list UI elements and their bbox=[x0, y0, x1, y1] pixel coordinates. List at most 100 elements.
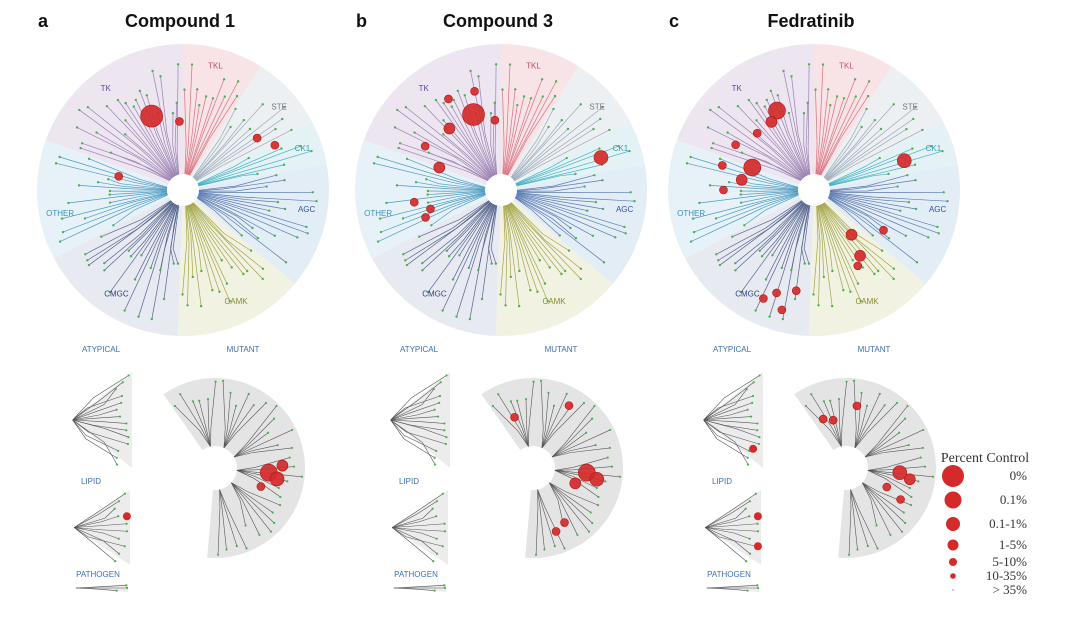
kinase-leaf bbox=[54, 162, 58, 165]
kinase-leaf bbox=[245, 269, 249, 273]
kinase-leaf bbox=[206, 397, 210, 401]
sector-other bbox=[668, 140, 814, 259]
panel-title: Compound 3 bbox=[443, 11, 553, 31]
panel-c: c Fedratinib TKL STE CK1 AGC CAMK CMGC OTHER TK AT… bbox=[668, 11, 960, 592]
branch bbox=[765, 203, 807, 280]
branch bbox=[867, 457, 921, 471]
group-label-agc: AGC bbox=[929, 205, 947, 214]
branch bbox=[109, 203, 175, 293]
kinase-leaf bbox=[806, 101, 809, 105]
branch bbox=[170, 205, 179, 264]
kinase-leaf bbox=[563, 269, 567, 273]
kinase-leaf bbox=[108, 291, 112, 294]
branch bbox=[96, 132, 172, 180]
kinase-leaf bbox=[540, 78, 544, 81]
branch bbox=[185, 205, 190, 306]
branch bbox=[184, 89, 187, 175]
kinase-leaf bbox=[710, 146, 713, 150]
kinase-leaf bbox=[508, 63, 512, 66]
branch bbox=[783, 70, 809, 176]
branch bbox=[197, 157, 249, 185]
branch bbox=[231, 482, 246, 526]
branch bbox=[862, 482, 903, 532]
branch bbox=[740, 190, 799, 195]
branch bbox=[829, 174, 908, 191]
kinase-leaf bbox=[176, 63, 180, 66]
kinase-leaf bbox=[290, 428, 294, 432]
kinase-leaf bbox=[402, 253, 405, 256]
branch bbox=[419, 200, 490, 238]
kinase-leaf bbox=[140, 254, 143, 257]
kinase-leaf bbox=[229, 391, 232, 394]
kinase-leaf bbox=[532, 380, 535, 383]
kinase-leaf bbox=[439, 381, 442, 384]
kinase-leaf bbox=[746, 408, 749, 411]
kinase-leaf bbox=[274, 127, 277, 131]
kinase-leaf bbox=[261, 277, 264, 281]
branch bbox=[117, 99, 174, 178]
group-label-ste: STE bbox=[589, 102, 605, 111]
branch bbox=[703, 388, 747, 421]
branch bbox=[231, 482, 260, 535]
branch bbox=[516, 400, 529, 447]
branch bbox=[138, 204, 177, 317]
kinase-leaf bbox=[221, 379, 225, 382]
branch bbox=[513, 118, 601, 181]
kinase-leaf bbox=[283, 179, 286, 182]
kinase-leaf bbox=[256, 172, 259, 176]
branch bbox=[392, 508, 433, 528]
kinase-leaf bbox=[242, 118, 246, 122]
kinase-leaf bbox=[123, 545, 126, 548]
kinase-leaf bbox=[423, 104, 427, 108]
kinase-leaf bbox=[904, 234, 908, 238]
kinase-leaf bbox=[418, 235, 421, 238]
branch bbox=[500, 205, 506, 295]
branch bbox=[756, 102, 806, 177]
branch bbox=[406, 201, 491, 266]
kinase-leaf bbox=[873, 272, 876, 276]
branch bbox=[390, 402, 440, 421]
group-label-agc: AGC bbox=[616, 205, 634, 214]
branch bbox=[72, 375, 129, 421]
kinase-leaf bbox=[124, 101, 127, 105]
hit-marker bbox=[777, 305, 787, 315]
branch bbox=[195, 129, 292, 182]
branch bbox=[72, 419, 129, 438]
kinase-leaf bbox=[283, 207, 287, 211]
kinase-leaf bbox=[235, 94, 239, 98]
kinase-leaf bbox=[904, 521, 907, 525]
kinase-leaf bbox=[936, 225, 939, 229]
branch bbox=[509, 202, 581, 280]
kinase-leaf bbox=[276, 200, 280, 204]
kinase-leaf bbox=[444, 442, 447, 446]
branch bbox=[223, 402, 267, 449]
kinase-leaf bbox=[883, 404, 886, 407]
branch bbox=[236, 457, 290, 471]
kinase-leaf bbox=[258, 533, 261, 536]
kinase-leaf bbox=[214, 380, 217, 383]
kinase-leaf bbox=[413, 131, 416, 134]
kinase-leaf bbox=[754, 309, 757, 312]
kinase-leaf bbox=[242, 272, 245, 276]
branch bbox=[195, 128, 276, 181]
branch bbox=[163, 205, 179, 300]
kinase-leaf bbox=[711, 142, 715, 145]
kinase-leaf bbox=[574, 236, 578, 240]
branch bbox=[820, 204, 861, 302]
kinase-leaf bbox=[889, 533, 892, 536]
kinase-leaf bbox=[731, 235, 734, 238]
hit-marker bbox=[175, 117, 184, 126]
kinase-leaf bbox=[563, 547, 566, 550]
branch bbox=[516, 193, 588, 212]
kinase-leaf bbox=[736, 104, 740, 108]
branch bbox=[515, 196, 605, 263]
group-label-ck1: CK1 bbox=[926, 144, 942, 153]
branch bbox=[818, 79, 856, 175]
branch bbox=[709, 185, 799, 191]
kinase-leaf bbox=[516, 103, 519, 107]
kinase-leaf bbox=[726, 131, 729, 134]
branch bbox=[703, 375, 760, 421]
hit-marker bbox=[772, 288, 781, 298]
branch bbox=[198, 186, 267, 192]
branch bbox=[74, 527, 120, 554]
